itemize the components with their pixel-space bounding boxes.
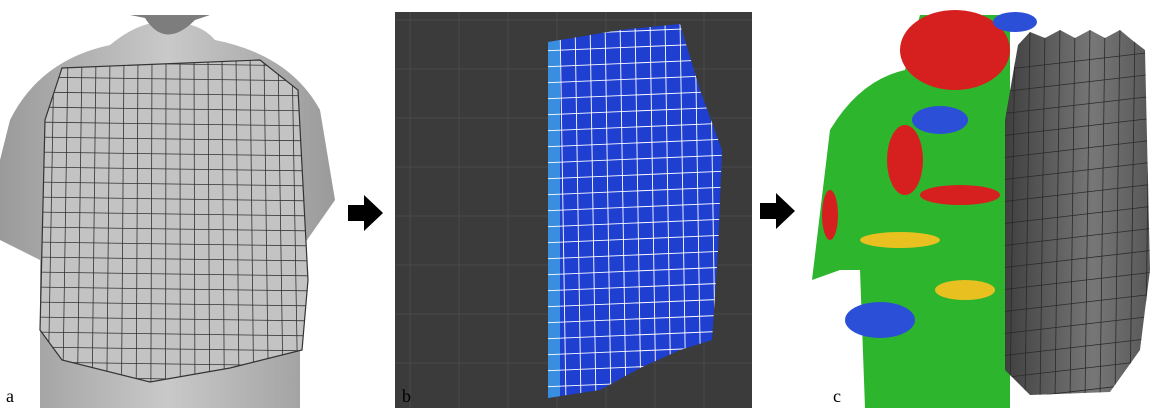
panel-label: b [402, 386, 411, 406]
panel-label: a [6, 386, 14, 406]
cold-spot [912, 106, 968, 134]
cold-spot [993, 12, 1037, 32]
shell [1000, 25, 1155, 400]
mesh-b-edge [548, 20, 560, 405]
mesh-a-fill [30, 55, 320, 395]
page: a b c (() => { const data = JSON.parse(d… [0, 0, 1166, 408]
hot-spot [920, 185, 1000, 205]
warm-spot [860, 232, 940, 248]
hot-spot [822, 190, 838, 240]
shell-fill [1000, 25, 1155, 400]
hot-spot [887, 125, 923, 195]
panel-a: a [0, 15, 335, 408]
arrow [348, 195, 383, 231]
figure: a b c [0, 0, 1166, 408]
mesh-a [30, 55, 320, 395]
warm-spot [935, 280, 995, 300]
cold-spot [845, 302, 915, 338]
panel-c: c [812, 10, 1155, 408]
arrow [760, 193, 795, 229]
panel-label: c [833, 386, 841, 406]
panel-b: b [395, 12, 752, 408]
